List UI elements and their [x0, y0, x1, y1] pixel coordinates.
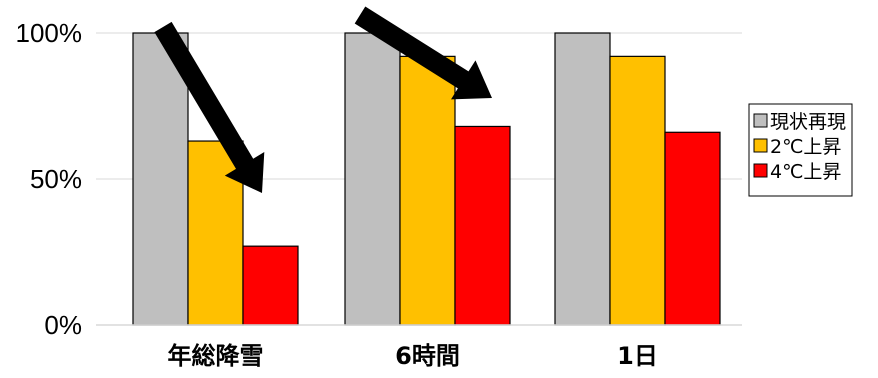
x-axis-categories: 年総降雪 6時間 1日	[168, 342, 658, 370]
legend-label: 2℃上昇	[770, 136, 841, 158]
bar-1-1	[132, 32, 189, 326]
y-tick-label: 100%	[16, 18, 83, 48]
bar-2-3	[454, 125, 511, 326]
bar-3-3	[664, 131, 721, 326]
bar-3-2	[609, 55, 666, 326]
legend-label: 4℃上昇	[770, 161, 841, 183]
category-label: 6時間	[395, 342, 460, 370]
decrease-arrow	[354, 6, 492, 100]
legend-swatch	[753, 113, 768, 128]
legend: 現状再現 2℃上昇 4℃上昇	[748, 103, 853, 197]
y-tick-label: 0%	[44, 310, 82, 340]
legend-swatch	[753, 138, 768, 153]
decrease-arrow	[154, 21, 265, 194]
legend-swatch	[753, 163, 768, 178]
bar-1-3	[242, 245, 299, 326]
y-axis-ticks: 0% 50% 100%	[16, 18, 83, 340]
bar-2-1	[344, 32, 401, 326]
category-label: 1日	[617, 342, 658, 370]
bars	[132, 32, 721, 326]
annotation-arrows	[154, 6, 492, 194]
bar-2-2	[399, 55, 456, 326]
category-label: 年総降雪	[168, 342, 264, 370]
legend-label: 現状再現	[770, 111, 846, 133]
bar-1-2	[187, 140, 244, 326]
y-tick-label: 50%	[30, 164, 82, 194]
bar-3-1	[554, 32, 611, 326]
